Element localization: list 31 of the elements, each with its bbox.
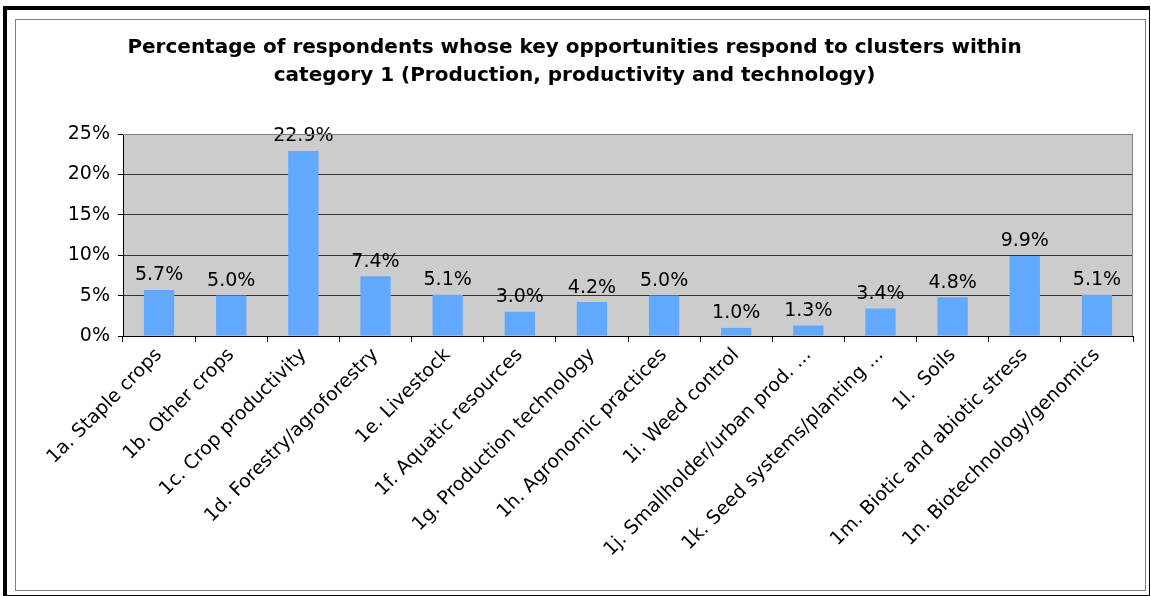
data-label: 1.0% — [712, 300, 761, 323]
bar — [1081, 294, 1113, 336]
bar — [143, 289, 175, 336]
bar — [360, 276, 391, 336]
bar — [793, 325, 824, 336]
y-tick-label: 25% — [67, 120, 110, 143]
bar — [648, 295, 680, 336]
y-tick-label: 20% — [67, 161, 110, 184]
data-label: 5.0% — [639, 268, 689, 291]
data-label: 1.3% — [784, 297, 833, 320]
bar — [721, 327, 752, 336]
data-label: 5.1% — [423, 267, 472, 290]
data-label: 4.2% — [567, 274, 617, 297]
chart-title: Percentage of respondents whose key opportunities respond to clusters within category 1 (Production, productivity and technology) — [127, 34, 1022, 87]
data-label: 5.1% — [1072, 267, 1122, 290]
bar — [937, 297, 968, 336]
data-label: 4.8% — [928, 269, 977, 292]
y-tick-label: 15% — [67, 201, 110, 224]
bar — [576, 302, 608, 336]
bar — [432, 294, 463, 336]
data-label: 5.7% — [134, 262, 184, 285]
y-tick-label: 10% — [67, 242, 110, 265]
data-label: 5.0% — [207, 268, 256, 291]
bar — [288, 150, 319, 336]
bar — [1009, 256, 1040, 336]
bar — [865, 308, 896, 336]
y-tick-label: 0% — [79, 322, 110, 345]
data-label: 9.9% — [1000, 228, 1049, 251]
y-tick-label: 5% — [79, 282, 110, 305]
bar — [504, 311, 535, 336]
bar — [216, 295, 247, 336]
